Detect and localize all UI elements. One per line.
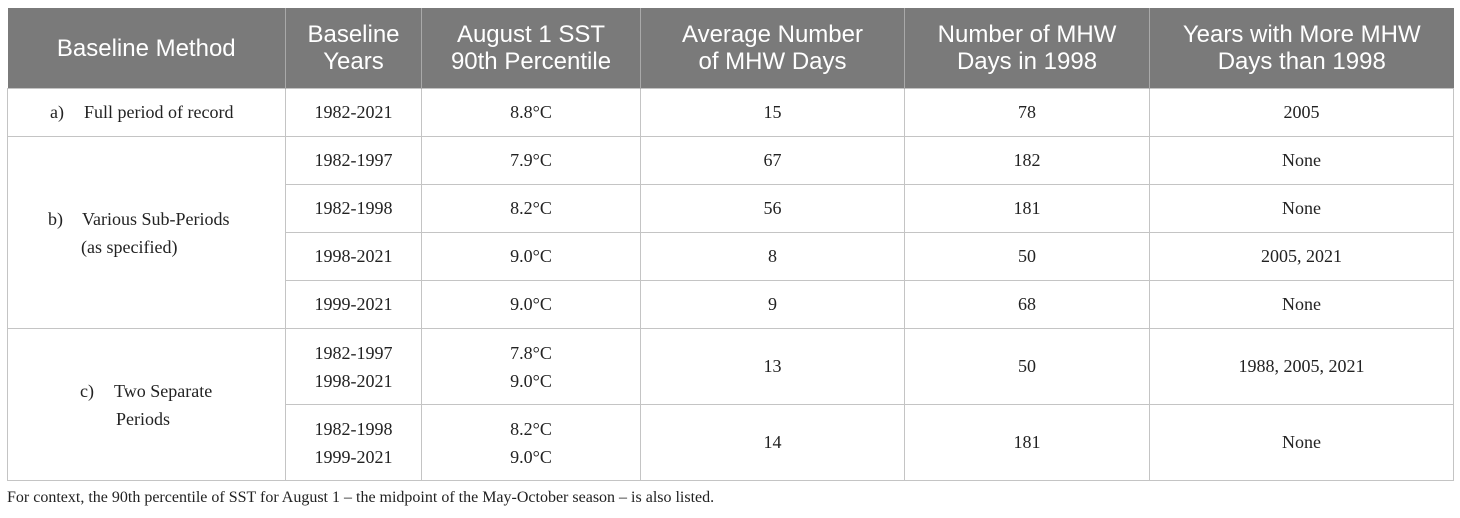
sst-cell: 7.9°C <box>421 136 641 185</box>
header-baseline-years: Baseline Years <box>285 8 422 89</box>
more-years-cell: None <box>1149 184 1454 233</box>
table-row: 1999-2021 9.0°C 9 68 None <box>8 280 1454 329</box>
more-years-cell: None <box>1149 404 1454 481</box>
sst-cell: 9.0°C <box>421 232 641 281</box>
avg-days-cell: 67 <box>640 136 905 185</box>
header-row: Baseline Method Baseline Years August 1 S… <box>7 8 1454 89</box>
baseline-years-cell: 1982-2021 <box>285 88 422 137</box>
table-row: a) Full period of record 1982-2021 8.8°C … <box>7 88 1454 137</box>
days-1998-cell: 68 <box>904 280 1150 329</box>
method-c-cell: c) Two Separate Periods <box>7 328 286 481</box>
header-average-mhw-days: Average Number of MHW Days <box>640 8 905 89</box>
table-row: c) Two Separate Periods 1982-1997 1998-202… <box>7 328 1454 481</box>
avg-days-cell: 15 <box>640 88 905 137</box>
avg-days-cell: 56 <box>640 184 905 233</box>
table-row: b) Various Sub-Periods (as specified) 198… <box>7 136 1454 329</box>
method-a-cell: a) Full period of record <box>7 88 286 137</box>
baseline-years-cell: 1998-2021 <box>285 232 422 281</box>
days-1998-cell: 181 <box>904 184 1150 233</box>
sst-cell: 8.8°C <box>421 88 641 137</box>
sst-cell: 8.2°C <box>421 184 641 233</box>
more-years-cell: 2005 <box>1149 88 1454 137</box>
table-row: 1982-1998 1999-2021 8.2°C 9.0°C 14 181 Non… <box>8 404 1454 481</box>
avg-days-cell: 14 <box>640 404 905 481</box>
days-1998-cell: 50 <box>904 232 1150 281</box>
more-years-cell: 1988, 2005, 2021 <box>1149 328 1454 405</box>
header-sst-percentile: August 1 SST 90th Percentile <box>421 8 641 89</box>
header-mhw-days-1998: Number of MHW Days in 1998 <box>904 8 1150 89</box>
table-row: 1982-1998 8.2°C 56 181 None <box>8 184 1454 233</box>
mhw-baseline-table: Baseline Method Baseline Years August 1 S… <box>7 8 1454 481</box>
more-years-cell: 2005, 2021 <box>1149 232 1454 281</box>
table-footnote: For context, the 90th percentile of SST … <box>7 489 715 506</box>
days-1998-cell: 78 <box>904 88 1150 137</box>
method-b-cell: b) Various Sub-Periods (as specified) <box>7 136 286 329</box>
baseline-years-cell: 1982-1997 1998-2021 <box>285 328 422 405</box>
header-years-more-mhw: Years with More MHW Days than 1998 <box>1149 8 1454 89</box>
sst-cell: 8.2°C 9.0°C <box>421 404 641 481</box>
baseline-years-cell: 1999-2021 <box>285 280 422 329</box>
avg-days-cell: 13 <box>640 328 905 405</box>
header-baseline-method: Baseline Method <box>7 8 286 89</box>
more-years-cell: None <box>1149 280 1454 329</box>
avg-days-cell: 8 <box>640 232 905 281</box>
sst-cell: 9.0°C <box>421 280 641 329</box>
sst-cell: 7.8°C 9.0°C <box>421 328 641 405</box>
days-1998-cell: 182 <box>904 136 1150 185</box>
baseline-years-cell: 1982-1998 <box>285 184 422 233</box>
avg-days-cell: 9 <box>640 280 905 329</box>
more-years-cell: None <box>1149 136 1454 185</box>
table-row: 1998-2021 9.0°C 8 50 2005, 2021 <box>8 232 1454 281</box>
baseline-years-cell: 1982-1997 <box>285 136 422 185</box>
days-1998-cell: 50 <box>904 328 1150 405</box>
days-1998-cell: 181 <box>904 404 1150 481</box>
baseline-years-cell: 1982-1998 1999-2021 <box>285 404 422 481</box>
